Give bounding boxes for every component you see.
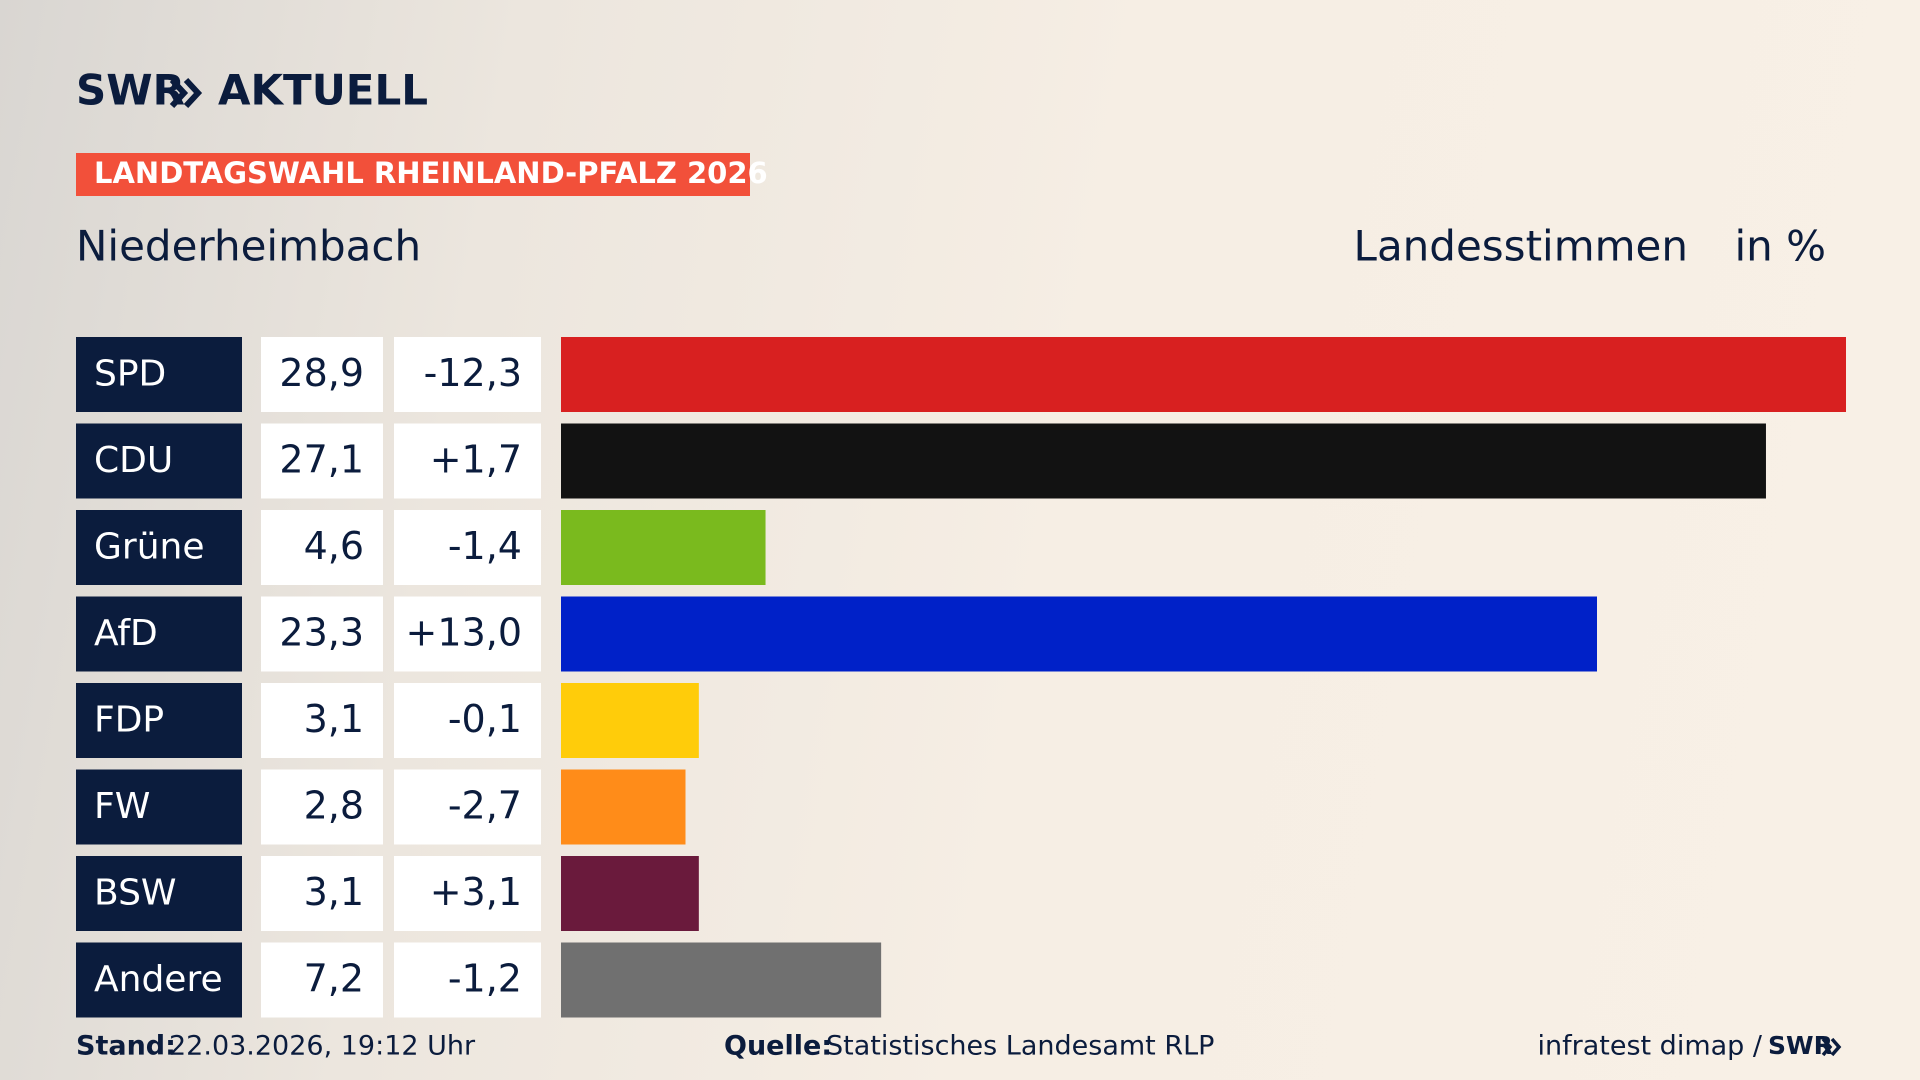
party-label: CDU	[94, 440, 173, 481]
party-cell	[76, 423, 242, 499]
value-cell	[261, 856, 383, 931]
unit: in %	[1734, 222, 1826, 271]
party-label: FW	[94, 786, 150, 827]
stand-label: Stand:	[76, 1031, 176, 1062]
change-cell	[394, 337, 541, 412]
party-label: Andere	[94, 959, 223, 1000]
source: Statistisches Landesamt RLP	[826, 1031, 1214, 1062]
stand: 22.03.2026, 19:12 Uhr	[169, 1031, 476, 1062]
change-label: -12,3	[424, 351, 522, 395]
value-cell	[261, 510, 383, 585]
bar	[561, 337, 1846, 412]
value-label: 7,2	[304, 957, 364, 1001]
party-cell	[76, 683, 242, 758]
party-cell	[76, 769, 242, 845]
change-cell	[394, 942, 541, 1018]
value-label: 28,9	[279, 351, 364, 395]
bar	[561, 510, 766, 585]
credit-chevrons	[1821, 1037, 1842, 1057]
source-label: Quelle:	[724, 1031, 832, 1062]
party-cell	[76, 856, 242, 931]
subtitle: Niederheimbach	[76, 222, 421, 271]
change-cell	[394, 769, 541, 845]
value-label: 3,1	[304, 697, 364, 741]
bar	[561, 769, 686, 845]
change-label: -2,7	[448, 784, 522, 828]
value-cell	[261, 683, 383, 758]
value-cell	[261, 942, 383, 1018]
party-label: BSW	[94, 873, 177, 914]
value-label: 3,1	[304, 870, 364, 914]
change-cell	[394, 423, 541, 499]
bar	[561, 596, 1598, 672]
party-cell	[76, 510, 242, 585]
change-label: +1,7	[430, 438, 522, 482]
credit-brand: SWR	[1768, 1031, 1833, 1060]
bar	[561, 683, 699, 758]
change-label: -1,2	[448, 957, 522, 1001]
measure: Landesstimmen	[1354, 222, 1688, 271]
title-banner	[76, 153, 750, 196]
change-label: +3,1	[430, 870, 522, 914]
bar	[561, 423, 1766, 499]
change-label: -1,4	[448, 524, 522, 568]
value-cell	[261, 337, 383, 412]
brand-product: AKTUELL	[218, 66, 428, 115]
rows: SPD 28,9 -12,3 CDU 27,1 +1,7 Grüne 4,6 -1,4 AfD 23…	[76, 337, 1846, 1018]
value-cell	[261, 769, 383, 845]
value-cell	[261, 423, 383, 499]
party-label: AfD	[94, 613, 158, 654]
party-label: SPD	[94, 354, 166, 395]
change-cell	[394, 596, 541, 672]
change-label: -0,1	[448, 697, 522, 741]
change-cell	[394, 510, 541, 585]
party-cell	[76, 337, 242, 412]
party-cell	[76, 596, 242, 672]
value-label: 23,3	[279, 611, 364, 655]
change-label: +13,0	[406, 611, 522, 655]
brand-chevrons	[169, 77, 203, 109]
party-label: Grüne	[94, 527, 204, 568]
change-cell	[394, 683, 541, 758]
value-label: 2,8	[304, 784, 364, 828]
bar	[561, 942, 882, 1018]
party-label: FDP	[94, 700, 164, 741]
party-cell	[76, 942, 242, 1018]
credit: infratest dimap /	[1537, 1031, 1762, 1062]
change-cell	[394, 856, 541, 931]
value-cell	[261, 596, 383, 672]
value-label: 4,6	[304, 524, 364, 568]
chart-title: LANDTAGSWAHL RHEINLAND-PFALZ 2026	[94, 156, 768, 190]
bar	[561, 856, 699, 931]
brand-name: SWR	[76, 66, 185, 115]
value-label: 27,1	[279, 438, 364, 482]
